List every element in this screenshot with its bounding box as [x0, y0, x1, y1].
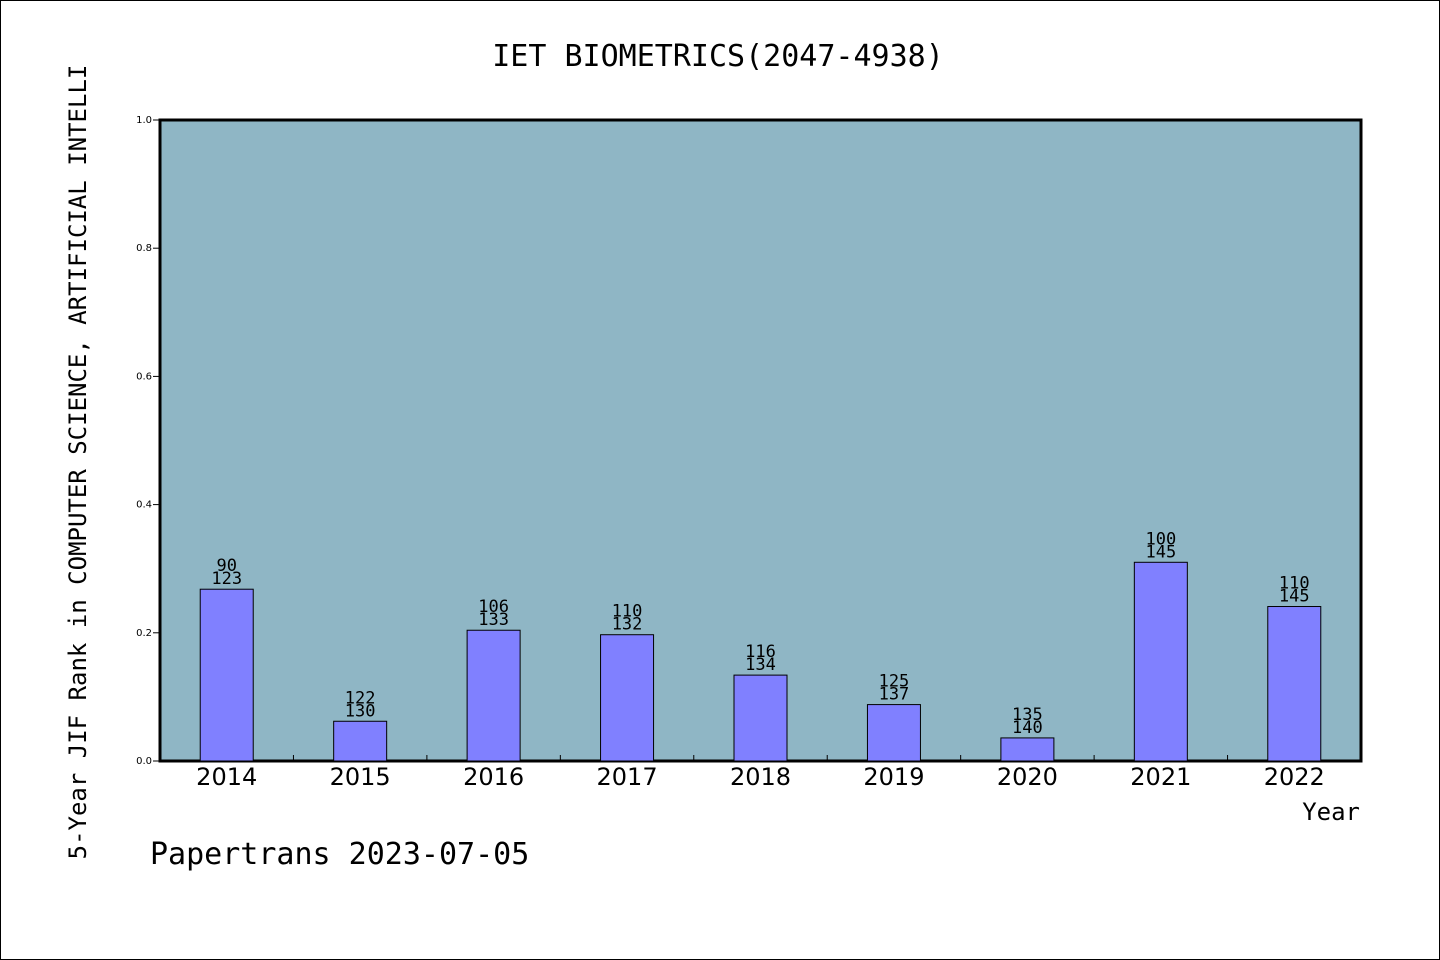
- y-tick-label: 0.6: [136, 371, 152, 382]
- bar-total-label: 137: [879, 685, 910, 705]
- x-axis-label: Year: [1302, 798, 1360, 826]
- bar-total-label: 145: [1279, 587, 1310, 607]
- bar: [466, 629, 521, 762]
- bar-rank-label: 122: [345, 688, 376, 708]
- bar-total-label: 123: [211, 569, 242, 589]
- bar-rank-label: 110: [1279, 574, 1310, 594]
- y-axis: 0.0 0.2 0.4 0.6 0.8 1.0: [136, 115, 160, 767]
- bar: [199, 588, 254, 762]
- y-tick-label: 0.4: [136, 500, 152, 511]
- x-tick-label: 2018: [730, 763, 791, 791]
- x-tick-label: 2019: [863, 763, 924, 791]
- x-tick-label: 2020: [997, 763, 1058, 791]
- bar-total-label: 133: [478, 610, 509, 630]
- bar-rank-label: 135: [1012, 705, 1043, 725]
- bar-total-label: 140: [1012, 718, 1043, 738]
- bar: [333, 720, 388, 762]
- bar: [1000, 737, 1055, 762]
- x-tick-label: 2022: [1264, 763, 1325, 791]
- bar: [600, 634, 655, 762]
- x-axis: 2014 2015 2016 2017 2018 2019 2020 2021 2022: [196, 755, 1325, 791]
- bar-total-label: 145: [1145, 542, 1176, 562]
- bar: [1133, 561, 1188, 762]
- bar-rank-label: 100: [1145, 529, 1176, 549]
- x-tick-label: 2016: [463, 763, 524, 791]
- bar: [733, 674, 788, 762]
- bar-total-label: 132: [612, 615, 643, 635]
- bar-total-label: 134: [745, 655, 776, 675]
- chart-title: IET BIOMETRICS(2047-4938): [492, 39, 944, 74]
- bar-total-label: 130: [345, 701, 376, 721]
- x-tick-label: 2015: [330, 763, 391, 791]
- bar-rank-label: 110: [612, 602, 643, 622]
- x-tick-label: 2014: [196, 763, 257, 791]
- y-tick-label: 0.0: [136, 756, 152, 767]
- y-tick-label: 0.8: [136, 243, 152, 254]
- y-tick-label: 0.2: [136, 628, 152, 639]
- y-axis-label: 5-Year JIF Rank in COMPUTER SCIENCE, ART…: [64, 65, 92, 860]
- bar-rank-label: 125: [879, 672, 910, 692]
- footer-watermark: Papertrans 2023-07-05: [150, 837, 529, 872]
- bar-rank-label: 106: [478, 597, 509, 617]
- bar-rank-label: 116: [745, 642, 776, 662]
- x-tick-label: 2017: [597, 763, 658, 791]
- bar-rank-label: 90: [216, 556, 236, 576]
- y-tick-label: 1.0: [136, 115, 152, 126]
- bar: [1267, 606, 1322, 762]
- x-tick-label: 2021: [1130, 763, 1191, 791]
- bar: [866, 704, 921, 762]
